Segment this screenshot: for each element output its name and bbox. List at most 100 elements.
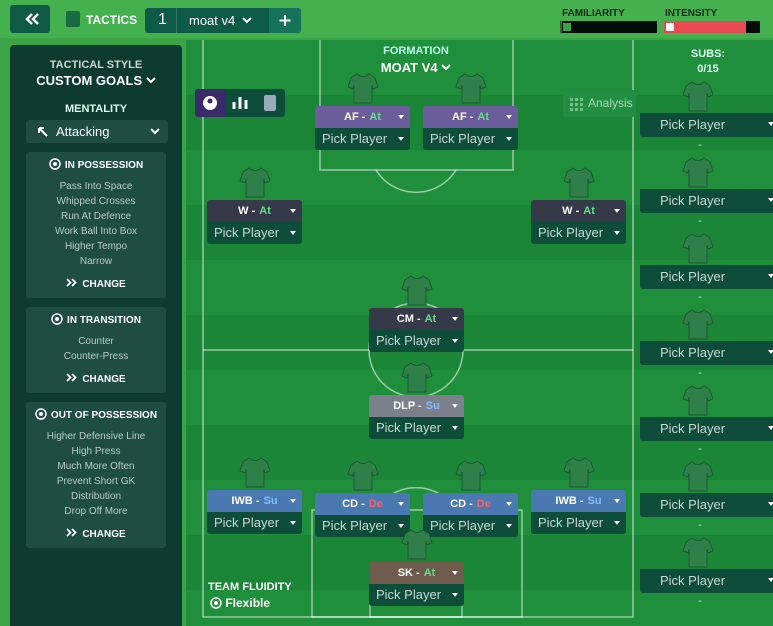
change-button[interactable]: CHANGE bbox=[26, 278, 166, 290]
instruction: Prevent Short GK bbox=[56, 476, 136, 487]
chevrons bbox=[66, 528, 78, 537]
role-header[interactable]: W - At bbox=[531, 200, 626, 222]
style-dropdown[interactable]: CUSTOM GOALS bbox=[10, 73, 182, 88]
pick-player-button[interactable]: Pick Player bbox=[369, 584, 464, 606]
player-shirt bbox=[682, 80, 714, 112]
role: AF - bbox=[452, 111, 474, 123]
role-header[interactable]: IWB - Su bbox=[207, 490, 302, 512]
shirt-icon bbox=[682, 157, 714, 188]
role-header[interactable]: SK - At bbox=[369, 562, 464, 584]
caret bbox=[452, 593, 458, 597]
player-shirt bbox=[401, 361, 433, 393]
back-button[interactable] bbox=[10, 5, 50, 33]
pick-player-button[interactable]: Pick Player bbox=[207, 512, 302, 534]
player-shirt bbox=[682, 232, 714, 264]
instruction: Counter bbox=[78, 336, 114, 347]
caret bbox=[768, 274, 773, 278]
instruction: Narrow bbox=[79, 256, 113, 267]
shirt-icon bbox=[401, 362, 433, 393]
sub-dash: - bbox=[698, 291, 702, 303]
role-header[interactable]: CD - De bbox=[315, 493, 410, 515]
pick-player-button[interactable]: Pick Player bbox=[207, 222, 302, 244]
duty: At bbox=[259, 205, 271, 217]
player-shirt bbox=[682, 156, 714, 188]
caret bbox=[398, 115, 404, 119]
instruction-panel: IN POSSESSION Pass Into Space Whipped Cros… bbox=[26, 152, 166, 298]
player-shirt bbox=[401, 528, 433, 560]
view-button[interactable] bbox=[195, 89, 225, 117]
mentality-value: Attacking bbox=[56, 124, 110, 139]
sub-pick-button[interactable]: Pick Player bbox=[640, 341, 773, 365]
role-header[interactable]: DLP - Su bbox=[369, 395, 464, 417]
role-header[interactable]: IWB - Su bbox=[531, 490, 626, 512]
pick-player-button[interactable]: Pick Player bbox=[369, 330, 464, 352]
role-header[interactable]: AF - At bbox=[315, 106, 410, 128]
panel-title-text: IN POSSESSION bbox=[64, 160, 144, 171]
role-header[interactable]: CD - De bbox=[423, 493, 518, 515]
mentality-dropdown[interactable]: Attacking bbox=[26, 120, 168, 143]
instruction: Pass Into Space bbox=[59, 181, 133, 192]
add-button[interactable] bbox=[269, 8, 301, 33]
player-shirt bbox=[563, 166, 595, 198]
sub-pick-button[interactable]: Pick Player bbox=[640, 265, 773, 289]
caret bbox=[768, 578, 773, 582]
familiarity-fill bbox=[560, 21, 562, 33]
pick-player-button[interactable]: Pick Player bbox=[531, 222, 626, 244]
role-header[interactable]: CM - At bbox=[369, 308, 464, 330]
instruction: Whipped Crosses bbox=[56, 196, 136, 207]
shirt-icon bbox=[682, 385, 714, 416]
pick-player-label: Pick Player bbox=[660, 497, 726, 512]
caret bbox=[452, 404, 458, 408]
change-label: CHANGE bbox=[82, 279, 126, 290]
role-header[interactable]: W - At bbox=[207, 200, 302, 222]
shirt-icon bbox=[563, 167, 595, 198]
caret bbox=[398, 137, 404, 141]
pick-player-button[interactable]: Pick Player bbox=[315, 515, 410, 537]
position-card: IWB - Su Pick Player bbox=[207, 490, 302, 534]
chevrons bbox=[66, 278, 78, 287]
role: IWB - bbox=[555, 495, 584, 507]
change-button[interactable]: CHANGE bbox=[26, 373, 166, 385]
instruction-panel: IN TRANSITION Counter Counter-Press CHANGE bbox=[26, 307, 166, 393]
analysis-button[interactable]: Analysis bbox=[563, 90, 636, 117]
change-button[interactable]: CHANGE bbox=[26, 528, 166, 540]
fluidity-control[interactable]: Flexible bbox=[210, 596, 270, 610]
pick-player-button[interactable]: Pick Player bbox=[315, 128, 410, 150]
pick-player-button[interactable]: Pick Player bbox=[423, 128, 518, 150]
role-header[interactable]: AF - At bbox=[423, 106, 518, 128]
caret bbox=[614, 499, 620, 503]
position-card: W - At Pick Player bbox=[531, 200, 626, 244]
pick-player-button[interactable]: Pick Player bbox=[369, 417, 464, 439]
sub-pick-button[interactable]: Pick Player bbox=[640, 113, 773, 137]
pick-player-label: Pick Player bbox=[660, 117, 726, 132]
tab-label[interactable]: TACTICS bbox=[86, 13, 138, 27]
pick-player-button[interactable]: Pick Player bbox=[531, 512, 626, 534]
position-card: CD - De Pick Player bbox=[423, 493, 518, 537]
sub-pick-button[interactable]: Pick Player bbox=[640, 189, 773, 213]
view-button[interactable] bbox=[225, 89, 255, 117]
position-card: SK - At Pick Player bbox=[369, 562, 464, 606]
caret bbox=[506, 524, 512, 528]
pick-player-label: Pick Player bbox=[214, 515, 280, 530]
sub-pick-button[interactable]: Pick Player bbox=[640, 417, 773, 441]
plus-icon bbox=[279, 15, 291, 26]
sub-pick-button[interactable]: Pick Player bbox=[640, 569, 773, 593]
fluidity-label: TEAM FLUIDITY bbox=[208, 581, 292, 593]
formation-dropdown[interactable]: MOAT V4 bbox=[346, 60, 486, 75]
role: CD - bbox=[342, 498, 365, 510]
pick-player-button[interactable]: Pick Player bbox=[423, 515, 518, 537]
tactic-selector[interactable]: 1 moat v4 bbox=[145, 8, 301, 33]
caret bbox=[290, 521, 296, 525]
sub-pick-button[interactable]: Pick Player bbox=[640, 493, 773, 517]
pick-player-label: Pick Player bbox=[430, 518, 496, 533]
panel-icon bbox=[49, 158, 61, 170]
change-label: CHANGE bbox=[82, 529, 126, 540]
shirt-icon bbox=[682, 461, 714, 492]
duty: Su bbox=[425, 400, 440, 412]
icon bbox=[264, 95, 276, 111]
caret bbox=[768, 350, 773, 354]
caret bbox=[614, 521, 620, 525]
caret bbox=[614, 209, 620, 213]
duty: At bbox=[424, 313, 437, 325]
view-button[interactable] bbox=[255, 89, 285, 117]
